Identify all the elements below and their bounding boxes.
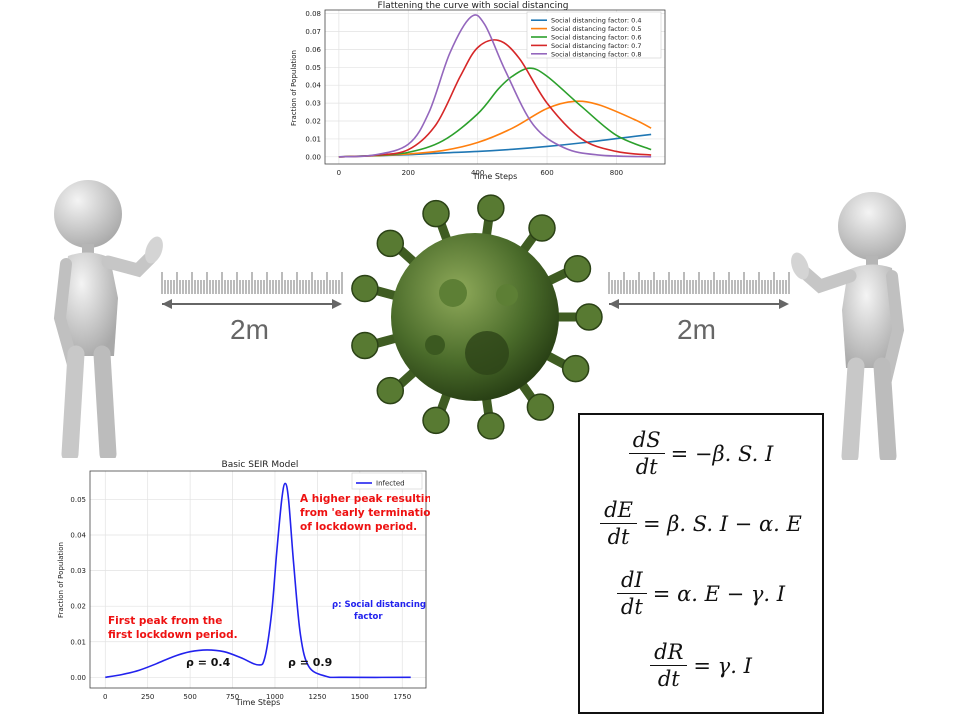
top-legend-label: Social distancing factor: 0.8	[551, 50, 642, 58]
top-chart: Flattening the curve with social distanc…	[290, 1, 666, 181]
bot-legend-label: Infected	[376, 480, 405, 488]
top-chart-title: Flattening the curve with social distanc…	[378, 1, 569, 11]
seir-equations-box: dS dt = −β. S. I dE dt = β. S. I − α. E dI dt…	[578, 413, 824, 714]
top-xtick-label: 800	[610, 169, 623, 177]
bot-ytick-label: 0.01	[70, 638, 86, 646]
virus-spike-head	[422, 199, 450, 228]
right-ruler	[608, 272, 790, 309]
equation-dS: dS dt = −β. S. I	[580, 427, 822, 480]
top-ytick-label: 0.05	[305, 64, 321, 72]
top-xtick-label: 0	[337, 169, 341, 177]
bottom-chart-legend: Infected	[351, 472, 423, 490]
virus-spike-head	[376, 229, 405, 258]
virus-spike-head	[422, 406, 450, 435]
right-distance-label: 2m	[677, 314, 716, 345]
bottom-chart-y-ticks: 0.00 0.01 0.02 0.03 0.04 0.05	[70, 496, 86, 682]
bottom-chart-x-ticks: 0 250 500 750 1000 1250 1500 1750	[103, 693, 411, 701]
equation-dR: dR dt = γ. I	[580, 639, 822, 692]
annotation-first-peak-line2: first lockdown period.	[108, 629, 238, 641]
bottom-chart-lines	[105, 482, 411, 679]
top-ytick-label: 0.02	[305, 118, 321, 126]
annotation-rho-0-4: ρ = 0.4	[186, 656, 231, 669]
annotation-rho-definition-line1: ρ: Social distancing	[332, 600, 426, 610]
bot-ytick-label: 0.03	[70, 567, 86, 575]
annotation-higher-peak-line1: A higher peak resulting	[300, 493, 430, 505]
bot-legend-box	[351, 472, 423, 490]
left-distance-label: 2m	[230, 314, 269, 345]
bot-xtick-label: 0	[103, 693, 107, 701]
top-ytick-label: 0.04	[305, 82, 321, 90]
virus-spike-head	[477, 194, 505, 222]
top-ytick-label: 0.00	[305, 153, 321, 161]
bottom-chart-title: Basic SEIR Model	[222, 460, 299, 470]
top-chart-y-ticks: 0.00 0.01 0.02 0.03 0.04 0.05 0.06 0.07 0.08	[305, 10, 321, 161]
top-xtick-label: 600	[540, 169, 553, 177]
equation-dI: dI dt = α. E − γ. I	[580, 567, 822, 620]
top-chart-xlabel: Time Steps	[472, 172, 518, 181]
top-series-line-2	[338, 67, 652, 158]
bot-xtick-label: 1250	[308, 693, 326, 701]
top-ytick-label: 0.06	[305, 46, 321, 54]
bot-xtick-label: 750	[226, 693, 239, 701]
left-person-figure	[53, 180, 163, 458]
top-xtick-label: 400	[471, 169, 484, 177]
bot-ytick-label: 0.04	[70, 532, 86, 540]
top-legend-label: Social distancing factor: 0.6	[551, 34, 642, 42]
bottom-chart-xlabel: Time Steps	[235, 698, 281, 707]
virus-spike-head	[563, 255, 592, 283]
right-person-figure	[791, 192, 906, 460]
top-ytick-label: 0.03	[305, 100, 321, 108]
top-chart-frame	[324, 9, 666, 165]
top-ytick-label: 0.07	[305, 28, 321, 36]
virus-spike-head	[575, 303, 603, 331]
top-legend-label: Social distancing factor: 0.5	[551, 25, 642, 33]
top-series-line-4	[338, 14, 652, 158]
annotation-higher-peak-line3: of lockdown period.	[300, 521, 417, 533]
top-legend-label: Social distancing factor: 0.4	[551, 17, 642, 25]
bot-ytick-label: 0.05	[70, 496, 86, 504]
bot-xtick-label: 1000	[266, 693, 284, 701]
annotation-first-peak-line1: First peak from the	[108, 615, 222, 627]
bot-xtick-label: 250	[141, 693, 154, 701]
annotation-rho-definition-line2: factor	[354, 612, 383, 622]
virus-spike-head	[376, 376, 405, 405]
bot-xtick-label: 1750	[393, 693, 411, 701]
top-legend-box	[526, 11, 662, 59]
top-chart-lines	[338, 14, 652, 158]
virus-spike-head	[526, 393, 555, 421]
virus-spike-head	[351, 331, 379, 360]
virus-spike-head	[351, 274, 379, 303]
bottom-chart: Basic SEIR Model 0 250 500 750 1000 1250 1500 1…	[57, 460, 430, 707]
top-ytick-label: 0.01	[305, 135, 321, 143]
top-legend-label: Social distancing factor: 0.7	[551, 42, 642, 50]
virus-spike-head	[528, 214, 556, 242]
top-series-line-3	[338, 39, 652, 158]
bot-xtick-label: 1500	[351, 693, 369, 701]
bottom-chart-ylabel: Fraction of Population	[57, 542, 65, 618]
virus-spike-head	[477, 412, 505, 440]
annotation-rho-0-9: ρ = 0.9	[288, 656, 332, 669]
bot-ytick-label: 0.00	[70, 674, 86, 682]
bot-xtick-label: 500	[183, 693, 196, 701]
top-ytick-label: 0.08	[305, 10, 321, 18]
top-chart-x-ticks: 0 200 400 600 800	[337, 169, 623, 177]
annotation-higher-peak-line2: from 'early termination'	[300, 507, 430, 519]
bottom-chart-frame	[89, 470, 427, 689]
bot-ytick-label: 0.02	[70, 603, 86, 611]
equation-dE: dE dt = β. S. I − α. E	[580, 497, 822, 550]
coronavirus-icon	[351, 194, 603, 440]
virus-spike-head	[561, 354, 590, 383]
bot-series-line-0	[105, 482, 411, 679]
top-xtick-label: 200	[402, 169, 415, 177]
left-ruler	[161, 272, 343, 309]
top-chart-ylabel: Fraction of Population	[290, 50, 298, 126]
